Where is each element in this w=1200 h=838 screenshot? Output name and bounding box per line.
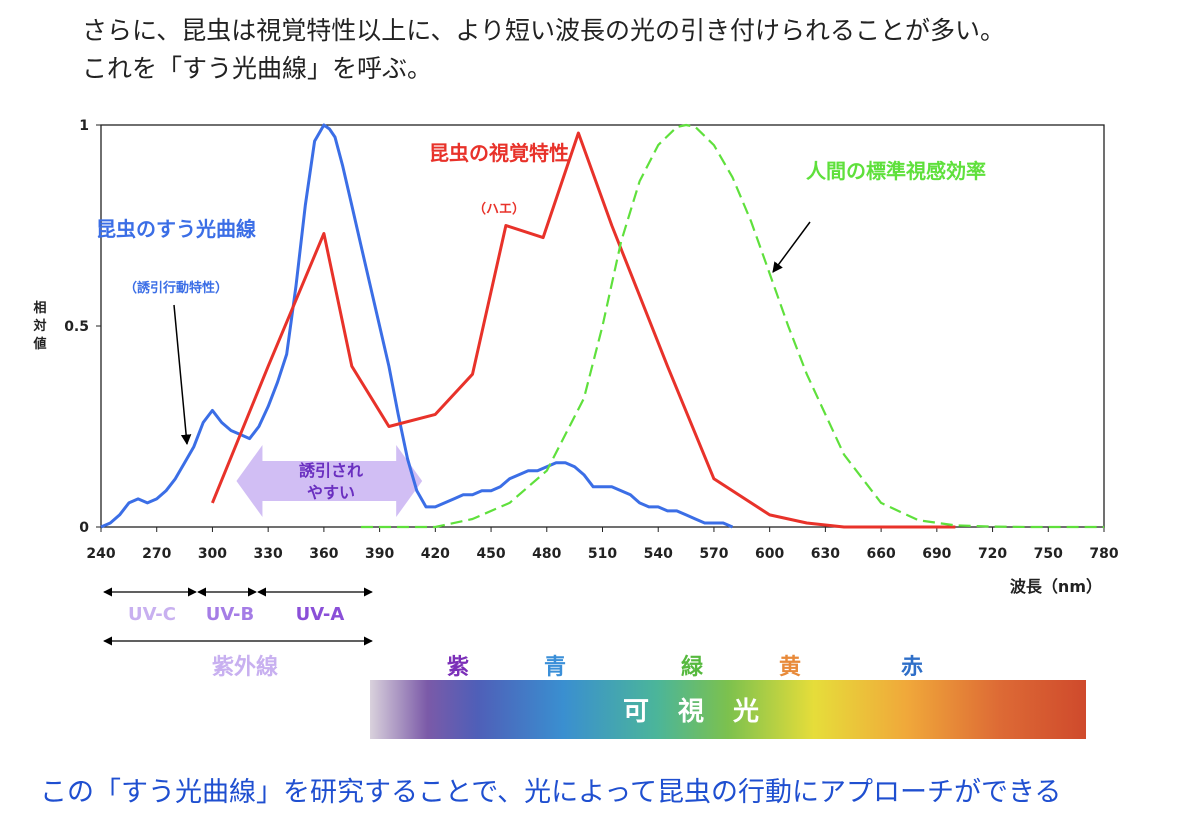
x-tick-label: 600	[755, 546, 784, 562]
y-tick-label: 0.5	[64, 319, 89, 335]
x-tick-label: 570	[699, 546, 728, 562]
header-line-1: さらに、昆虫は視覚特性以上に、より短い波長の光の引き付けられることが多い。	[82, 16, 1006, 45]
visible-label-1: 可	[623, 697, 649, 727]
x-tick-label: 750	[1034, 546, 1063, 562]
series-label-vision-line1: 昆虫の視覚特性	[429, 141, 569, 165]
visible-label-2: 視	[678, 697, 704, 727]
x-tick-label: 360	[309, 546, 338, 562]
x-tick-label: 630	[811, 546, 840, 562]
human-pointer-arrow	[772, 221, 811, 273]
series-label-attraction-sub: （誘引行動特性）	[124, 280, 228, 296]
x-tick-label: 510	[588, 546, 617, 562]
color-label-red: 赤	[901, 655, 923, 680]
uv-total-label: 紫外線	[212, 654, 278, 680]
visible-spectrum: 紫 青 緑 黄 赤 可 視 光	[370, 654, 1086, 739]
color-label-violet: 紫	[447, 654, 469, 680]
header-text: さらに、昆虫は視覚特性以上に、より短い波長の光の引き付けられることが多い。 これ…	[82, 12, 1182, 88]
x-tick-label: 270	[142, 546, 171, 562]
x-tick-label: 390	[365, 546, 394, 562]
x-tick-label: 660	[866, 546, 895, 562]
x-tick-label: 690	[922, 546, 951, 562]
series-label-vision: 昆虫の視覚特性 （ハエ）	[429, 141, 569, 217]
x-tick-label: 450	[476, 546, 505, 562]
attract-zone-label-1: 誘引され	[299, 461, 363, 480]
color-label-yellow: 黄	[779, 655, 801, 680]
color-label-blue: 青	[544, 655, 566, 680]
series-lines	[100, 123, 1104, 529]
header-line-2: これを「すう光曲線」を呼ぶ。	[82, 54, 433, 83]
uv-a-label: UV-A	[296, 604, 345, 625]
series-label-attraction-line1: 昆虫のすう光曲線	[96, 217, 256, 241]
x-tick-label: 720	[978, 546, 1007, 562]
y-axis-label: 相対値	[32, 300, 46, 352]
x-tick-label: 240	[86, 546, 115, 562]
series-insect-vision-line	[211, 131, 956, 529]
x-tick-label: 540	[644, 546, 673, 562]
color-label-green: 緑	[681, 654, 704, 680]
visible-label-3: 光	[732, 697, 759, 727]
footer-text: この「すう光曲線」を研究することで、光によって昆虫の行動にアプローチができる	[40, 777, 1062, 808]
x-tick-label: 330	[254, 546, 283, 562]
series-label-human: 人間の標準視感効率	[806, 159, 986, 183]
y-axis-ticks: 00.51	[64, 118, 101, 536]
x-axis-ticks: 240 270 300 330 360 390 420 450 480 510 540 570 600 6…	[86, 527, 1119, 562]
x-axis-label: 波長（nm）	[1010, 577, 1102, 596]
series-insect-attraction-line	[100, 123, 734, 529]
attract-zone-label-2: やすい	[307, 483, 355, 502]
uv-c-label: UV-C	[128, 604, 176, 625]
x-tick-label: 300	[198, 546, 227, 562]
x-tick-label: 780	[1089, 546, 1118, 562]
attract-zone-arrow: 誘引され やすい	[236, 445, 423, 517]
y-tick-label: 0	[79, 520, 89, 536]
uv-ranges: UV-C UV-B UV-A 紫外線	[103, 587, 373, 680]
y-tick-label: 1	[79, 118, 89, 134]
spectrum-bar	[370, 680, 1086, 739]
x-tick-label: 480	[532, 546, 561, 562]
series-human-luminosity-line	[361, 123, 1104, 529]
series-label-vision-sub: （ハエ）	[473, 201, 525, 217]
uv-b-label: UV-B	[206, 604, 254, 625]
series-label-human-line1: 人間の標準視感効率	[806, 159, 986, 183]
x-tick-label: 420	[421, 546, 450, 562]
attraction-pointer-arrow	[173, 304, 192, 446]
series-label-attraction: 昆虫のすう光曲線 （誘引行動特性）	[96, 217, 256, 296]
